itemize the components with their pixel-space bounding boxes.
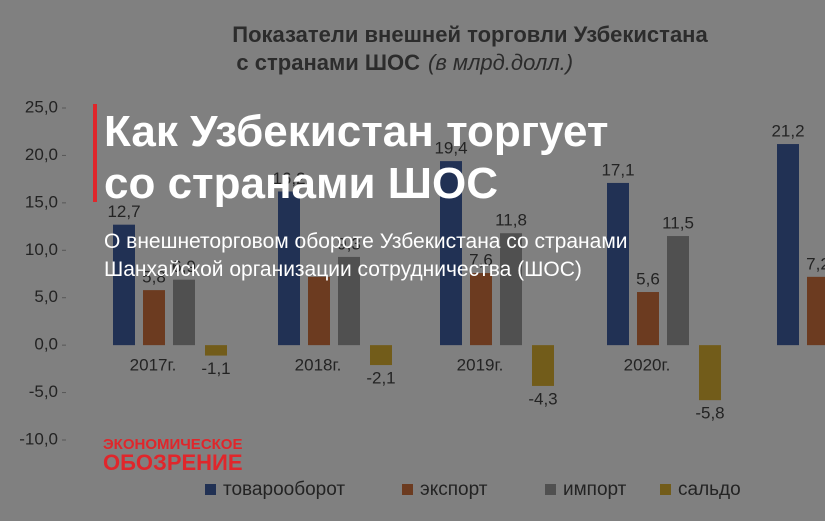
accent-bar (93, 104, 97, 202)
logo: ОБОЗРЕНИЕ (103, 450, 243, 475)
headline: со странами ШОС (104, 159, 499, 208)
logo: ЭКОНОМИЧЕСКОЕ (103, 436, 243, 453)
headline: Как Узбекистан торгует (104, 107, 609, 156)
subtitle: Шанхайской организации сотрудничества (Ш… (104, 258, 582, 281)
subtitle: О внешнеторговом обороте Узбекистана со … (104, 230, 628, 253)
